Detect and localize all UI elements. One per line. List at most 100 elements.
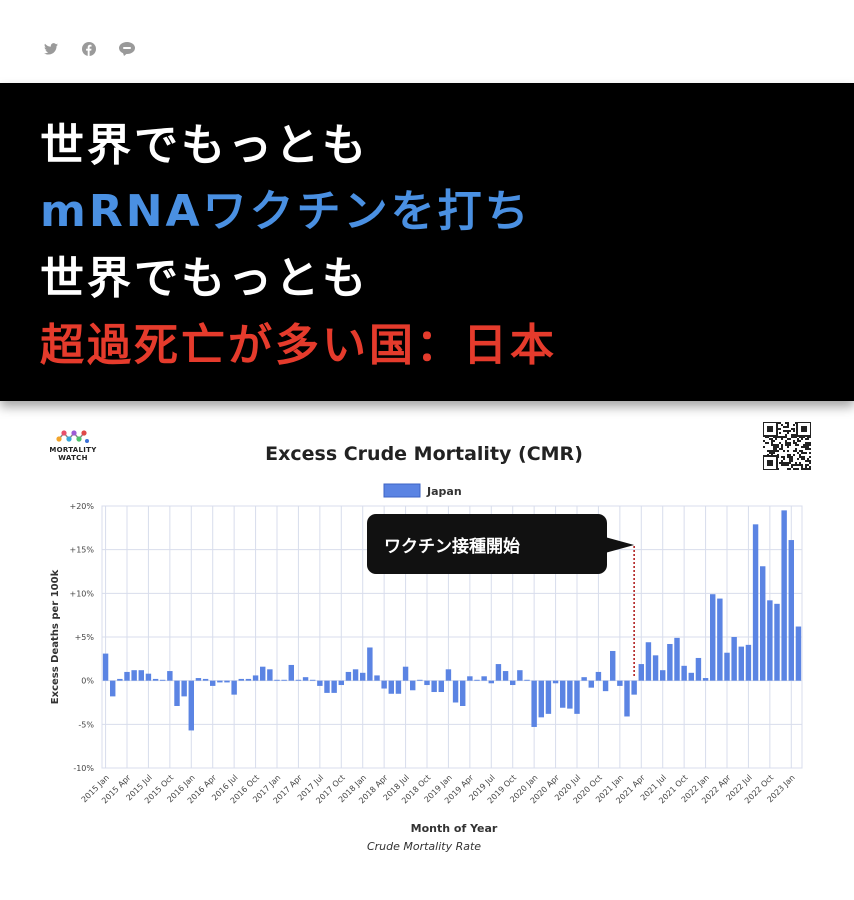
headline-line-4: 超過死亡が多い国：日本 [40, 320, 557, 371]
bar [781, 510, 787, 681]
y-axis-label: Excess Deaths per 100k [50, 569, 61, 704]
bar [324, 680, 330, 693]
y-tick-label: +10% [70, 589, 95, 598]
bar [131, 670, 137, 681]
y-tick-label: +15% [70, 546, 95, 555]
y-tick-label: +20% [70, 502, 95, 511]
twitter-icon[interactable] [42, 40, 60, 58]
bar [252, 675, 259, 681]
bar [360, 672, 366, 681]
bar [760, 566, 766, 681]
bar [374, 675, 380, 681]
y-tick-label: 0% [81, 677, 94, 686]
annotation-label: ワクチン接種開始 [384, 536, 520, 557]
bar [574, 680, 580, 714]
bar [274, 679, 280, 681]
bar [181, 680, 187, 697]
bar [367, 647, 373, 681]
bar [681, 665, 687, 681]
bar [352, 669, 359, 681]
bar [295, 679, 302, 681]
bar [467, 676, 473, 681]
bar [531, 680, 537, 727]
bar [538, 680, 544, 718]
bar [702, 678, 709, 681]
bar [310, 679, 316, 681]
facebook-icon[interactable] [80, 40, 98, 58]
headline-line-1: 世界でもっとも [40, 120, 369, 171]
bar [402, 666, 409, 681]
bar [438, 680, 444, 693]
bar [188, 680, 194, 731]
bar [674, 637, 680, 681]
x-axis-label: Month of Year [411, 822, 498, 835]
bar [617, 680, 623, 686]
bar [460, 680, 466, 706]
legend-swatch [383, 483, 421, 498]
line-icon[interactable] [118, 40, 136, 58]
mortality-watch-logo: MORTALITY WATCH [42, 428, 104, 462]
bar [152, 678, 159, 681]
bar [731, 637, 737, 681]
logo-mark-icon [56, 430, 89, 443]
bar [488, 680, 494, 684]
bar [602, 680, 609, 692]
bar [667, 643, 673, 681]
bar [588, 680, 594, 688]
bar [710, 594, 716, 681]
bar [138, 670, 144, 681]
bar [738, 646, 744, 681]
chart-subtitle: Crude Mortality Rate [367, 840, 481, 853]
bar [495, 664, 502, 681]
bar [567, 680, 573, 709]
bar [638, 664, 644, 681]
bar [174, 680, 180, 706]
y-tick-label: -5% [78, 720, 94, 729]
qr-code [763, 422, 811, 470]
bar [631, 680, 637, 695]
bar [231, 680, 237, 695]
chart-title: Excess Crude Mortality (CMR) [265, 443, 583, 465]
bar [660, 670, 666, 681]
bar [652, 655, 659, 681]
bar [110, 680, 116, 697]
plot-border [101, 505, 803, 769]
bar [267, 669, 273, 681]
bar [302, 677, 309, 681]
bar [517, 670, 523, 681]
bar [167, 671, 173, 681]
bar [510, 680, 516, 686]
bar [745, 644, 752, 681]
bar [431, 680, 437, 693]
chart-bars [102, 510, 802, 731]
bar [545, 680, 552, 714]
bar [117, 678, 123, 681]
bar [767, 600, 773, 681]
bar [445, 669, 452, 681]
headline-banner [0, 83, 854, 401]
bar [795, 626, 802, 681]
bar [752, 524, 759, 681]
bar [581, 677, 587, 681]
bar [317, 680, 323, 686]
share-bar [42, 40, 136, 58]
bar [452, 680, 459, 703]
bar [195, 678, 202, 681]
bar [424, 680, 430, 686]
bar [552, 680, 559, 684]
bar [202, 678, 209, 681]
bar [774, 603, 780, 681]
bar [102, 653, 109, 681]
annotation-pointer [605, 537, 635, 553]
bar [474, 679, 480, 681]
bar [381, 680, 387, 689]
bar [388, 680, 394, 694]
bar [624, 680, 630, 717]
logo-text-line-2: WATCH [58, 454, 88, 462]
bar [245, 678, 252, 681]
vaccine-start-annotation: ワクチン接種開始 [367, 514, 635, 678]
headline-line-3: 世界でもっとも [40, 253, 369, 304]
bar [224, 680, 230, 683]
bar [560, 680, 566, 708]
